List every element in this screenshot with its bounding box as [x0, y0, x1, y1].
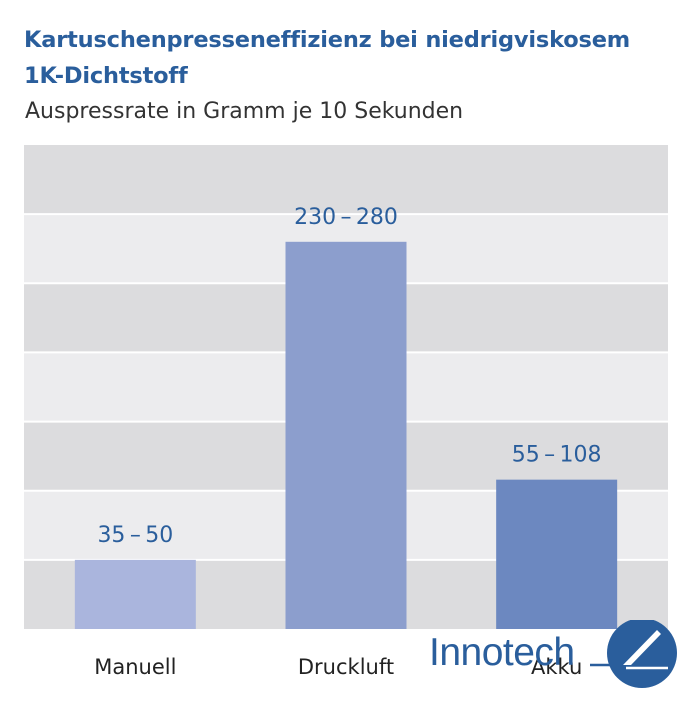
data-label-manuell: 35 – 50 [97, 523, 173, 548]
bars [74, 241, 618, 630]
grid-band [24, 145, 668, 215]
innotech-logo: Innotech [425, 620, 680, 695]
data-label-druckluft: 230 – 280 [294, 205, 398, 230]
bar-akku [496, 479, 618, 629]
chart-title: Kartuschenpresseneffizienz bei niedrigvi… [24, 27, 631, 89]
bar-druckluft [285, 241, 407, 630]
bar-manuell [74, 559, 196, 629]
chart-subtitle: Auspressrate in Gramm je 10 Sekunden [25, 99, 464, 124]
x-tick-druckluft: Druckluft [298, 655, 394, 679]
logo-mark-icon [590, 620, 677, 688]
data-label-akku: 55 – 108 [512, 443, 602, 468]
x-tick-akku: Akku [531, 655, 582, 679]
logo-text: Innotech [429, 631, 575, 674]
x-tick-manuell: Manuell [94, 655, 176, 679]
data-labels: 35 – 50 230 – 280 55 – 108 [97, 205, 601, 548]
x-tick-labels: Manuell Druckluft Akku [94, 655, 582, 679]
